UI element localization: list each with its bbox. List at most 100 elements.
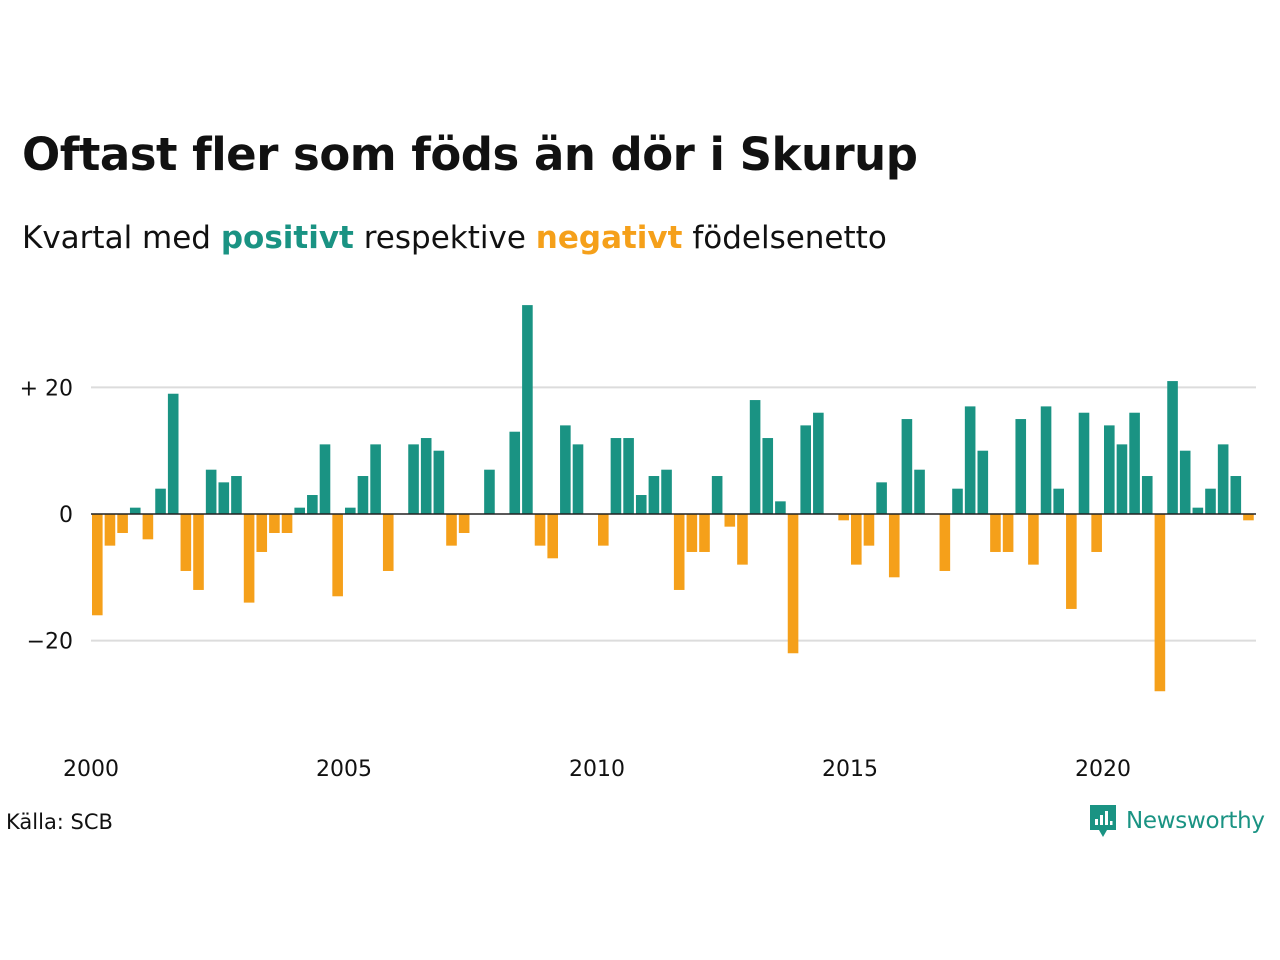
bar-positive (319, 444, 331, 514)
bar-positive (155, 488, 166, 514)
bar-negative (446, 514, 457, 546)
bar-negative (851, 514, 862, 565)
bar-positive (572, 444, 584, 514)
bars (92, 305, 1254, 692)
bar-negative (1066, 514, 1077, 609)
bar-positive (218, 482, 230, 514)
bar-positive (775, 501, 786, 514)
bar-positive (1053, 488, 1064, 514)
bar-negative (699, 514, 710, 552)
bar-positive (964, 406, 976, 514)
bar-negative (142, 514, 154, 540)
bar-negative (1028, 514, 1039, 565)
bar-positive (800, 425, 811, 514)
bar-negative (1091, 514, 1102, 552)
bar-positive (357, 476, 369, 514)
y-axis-ticks: + 20 0 −20 (20, 376, 73, 654)
bar-positive (1192, 507, 1204, 514)
bar-positive (420, 438, 432, 514)
bar-negative (1243, 514, 1254, 521)
bar-positive (129, 507, 141, 514)
bar-positive (1179, 450, 1191, 514)
bar-positive (370, 444, 381, 514)
bar-positive (294, 507, 305, 514)
bar-positive (1167, 381, 1178, 514)
subtitle-suffix: födelsenetto (682, 220, 887, 256)
bar-negative (117, 514, 128, 533)
bar-negative (724, 514, 736, 527)
subtitle-negative-label: negativt (535, 220, 683, 256)
bar-positive (231, 476, 242, 514)
bar-positive (509, 431, 521, 514)
bar-positive (1205, 488, 1216, 514)
bar-positive (1104, 425, 1115, 514)
bar-negative (1002, 514, 1014, 552)
bar-negative (269, 514, 280, 533)
x-tick-label: 2015 (822, 757, 878, 782)
bar-negative (256, 514, 268, 552)
brand-logo: Newsworthy (1088, 803, 1265, 839)
bar-chart: + 20 0 −20 2000 2005 2010 2015 2020 (20, 305, 1256, 782)
bar-positive (1129, 412, 1140, 514)
bar-negative (193, 514, 204, 590)
bar-positive (876, 482, 887, 514)
chart-title: Oftast fler som föds än dör i Skurup (22, 128, 918, 181)
x-tick-label: 2005 (316, 757, 372, 782)
bar-positive (307, 495, 318, 514)
bar-negative (104, 514, 116, 546)
newsworthy-chart-bubble-icon (1090, 805, 1116, 837)
bar-positive (661, 469, 672, 514)
bar-positive (623, 438, 634, 514)
bar-positive (484, 469, 495, 514)
y-tick-label: + 20 (20, 376, 73, 401)
bar-positive (1040, 406, 1052, 514)
bar-positive (648, 476, 660, 514)
bar-positive (635, 495, 647, 514)
y-tick-label: −20 (27, 630, 73, 655)
bar-negative (332, 514, 343, 597)
bar-negative (737, 514, 748, 565)
bar-negative (547, 514, 558, 559)
bar-positive (560, 425, 571, 514)
subtitle-middle: respektive (353, 220, 536, 256)
bar-negative (92, 514, 103, 616)
bar-positive (977, 450, 989, 514)
bar-positive (167, 393, 179, 514)
bar-positive (205, 469, 217, 514)
gridlines (91, 386, 1256, 642)
x-tick-label: 2010 (569, 757, 625, 782)
bar-negative (686, 514, 698, 552)
bar-negative (534, 514, 546, 546)
bar-positive (433, 450, 445, 514)
brand-name: Newsworthy (1126, 808, 1265, 834)
subtitle-positive-label: positivt (220, 220, 354, 256)
bar-negative (243, 514, 255, 603)
bar-positive (1230, 476, 1242, 514)
bar-positive (408, 444, 419, 514)
bar-positive (1078, 412, 1090, 514)
bar-negative (382, 514, 394, 571)
bar-negative (673, 514, 685, 590)
x-axis-ticks: 2000 2005 2010 2015 2020 (63, 757, 1131, 782)
chart-subtitle: Kvartal med positivt respektive negativt… (22, 220, 887, 256)
bar-positive (1116, 444, 1128, 514)
bar-positive (952, 488, 963, 514)
bar-negative (838, 514, 849, 521)
bar-positive (610, 438, 622, 514)
source-note: Källa: SCB (6, 810, 113, 834)
bar-negative (281, 514, 293, 533)
x-tick-label: 2000 (63, 757, 119, 782)
x-tick-label: 2020 (1075, 757, 1131, 782)
bar-negative (939, 514, 951, 571)
bar-positive (1015, 419, 1027, 514)
bar-positive (914, 469, 925, 514)
bar-positive (813, 412, 824, 514)
subtitle-prefix: Kvartal med (22, 220, 221, 256)
bar-negative (863, 514, 875, 546)
bar-positive (901, 419, 913, 514)
bar-positive (345, 507, 356, 514)
bar-negative (990, 514, 1001, 552)
bar-positive (1217, 444, 1229, 514)
bar-positive (762, 438, 774, 514)
bar-negative (787, 514, 799, 654)
